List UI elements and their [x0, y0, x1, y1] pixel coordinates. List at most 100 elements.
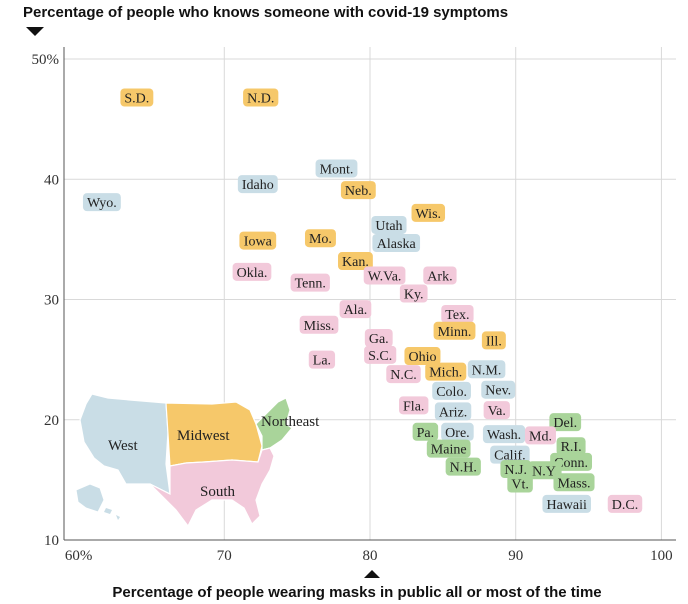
state-point-marker: [243, 88, 279, 107]
state-point-marker: [299, 315, 339, 334]
state-point: Mich.: [425, 362, 467, 381]
state-point-label: N.H.: [450, 461, 477, 476]
state-point-marker: [549, 413, 582, 432]
legend-region-west: West: [108, 438, 138, 454]
state-point-marker: [423, 266, 457, 285]
state-point: Mo.: [304, 229, 336, 248]
state-point: Neb.: [340, 181, 376, 200]
state-point-label: Ariz.: [439, 405, 467, 420]
state-point-label: D.C.: [612, 498, 638, 513]
state-point: N.Y.: [528, 461, 562, 480]
state-point-label: Ky.: [404, 288, 424, 303]
state-point-marker: [339, 300, 372, 319]
state-point: Calif.: [490, 445, 530, 464]
state-point-label: Calif.: [494, 449, 526, 464]
state-point: D.C.: [607, 494, 643, 513]
state-point-marker: [542, 494, 591, 513]
state-point: Md.: [525, 426, 556, 445]
state-point-marker: [507, 474, 533, 493]
state-point: Wash.: [482, 425, 526, 444]
state-point-marker: [82, 193, 121, 212]
state-point: R.I.: [556, 437, 586, 456]
state-point-marker: [607, 494, 643, 513]
state-point-marker: [500, 460, 531, 479]
state-point-marker: [467, 360, 506, 379]
y-tick-label: 30: [44, 293, 59, 309]
state-point-marker: [338, 252, 373, 271]
state-point: N.M.: [467, 360, 506, 379]
state-point-marker: [490, 445, 530, 464]
state-point: Miss.: [299, 315, 339, 334]
state-point-label: Ore.: [445, 426, 470, 441]
state-point-marker: [239, 231, 277, 250]
state-point-marker: [525, 426, 556, 445]
state-points: S.D. N.D. Mont. Idaho Neb. Wyo. Wis. Utah Iowa Mo…: [82, 88, 643, 513]
state-point-label: Va.: [488, 404, 506, 419]
region-map-legend: West Midwest Northeast South: [75, 393, 320, 528]
state-point-marker: [425, 362, 467, 381]
state-point-label: Idaho: [242, 178, 274, 193]
state-point: N.J.: [500, 460, 531, 479]
y-tick-label: 20: [44, 413, 59, 429]
chart-title: Percentage of people who knows someone w…: [23, 4, 508, 21]
state-point: La.: [308, 350, 336, 369]
state-point-marker: [308, 350, 336, 369]
state-point-label: Vt.: [511, 477, 529, 492]
state-point: Ala.: [339, 300, 372, 319]
state-point-label: Pa.: [417, 426, 435, 441]
state-point-marker: [315, 159, 358, 178]
state-point-label: Tex.: [445, 308, 469, 323]
state-point: Del.: [549, 413, 582, 432]
state-point-label: Conn.: [554, 456, 588, 471]
state-point-label: Hawaii: [546, 498, 587, 513]
state-point-label: Wis.: [416, 207, 442, 222]
state-point-label: Md.: [529, 429, 552, 444]
state-point: Ark.: [423, 266, 457, 285]
legend-region-midwest: Midwest: [177, 428, 230, 444]
south-region-shape: [149, 447, 275, 528]
state-point-marker: [432, 381, 471, 400]
state-point: Nev.: [481, 380, 516, 399]
state-point-marker: [371, 215, 407, 234]
state-point-marker: [445, 457, 481, 476]
y-axis-marker-icon: [26, 27, 44, 36]
state-point-marker: [364, 328, 393, 347]
state-point: Kan.: [338, 252, 373, 271]
y-tick-label: 50%: [32, 52, 60, 68]
state-point: Okla.: [232, 262, 272, 281]
state-point: Ariz.: [434, 402, 472, 421]
state-point-label: W.Va.: [368, 269, 402, 284]
state-point: Fla.: [399, 396, 429, 415]
state-point: Wis.: [411, 203, 446, 222]
state-point-label: N.M.: [472, 363, 502, 378]
state-point-label: Miss.: [304, 319, 335, 334]
state-point-label: Utah: [375, 219, 402, 234]
state-point-marker: [426, 439, 471, 458]
state-point-label: S.D.: [124, 92, 149, 107]
state-point-marker: [483, 401, 510, 420]
state-point: S.C.: [364, 345, 397, 364]
state-point-marker: [386, 365, 421, 384]
state-point-label: Nev.: [485, 384, 511, 399]
state-point: Hawaii: [542, 494, 591, 513]
state-point-label: Mo.: [309, 232, 332, 247]
state-point-label: Ohio: [408, 350, 436, 365]
state-point-label: Kan.: [342, 255, 369, 270]
west-region-shape: [79, 393, 171, 496]
state-point-label: Colo.: [436, 385, 467, 400]
state-point-marker: [364, 345, 397, 364]
state-point-marker: [411, 203, 446, 222]
state-point-label: Ga.: [369, 332, 389, 347]
x-tick-label: 90: [508, 548, 523, 564]
state-point-marker: [304, 229, 336, 248]
state-point-marker: [481, 380, 516, 399]
state-point: Mass.: [553, 473, 595, 492]
state-point-label: Okla.: [237, 266, 268, 281]
state-point: Maine: [426, 439, 471, 458]
axis-ticks: 60% 70 80 90 100 10 20 30 40 50%: [32, 52, 673, 564]
state-point: Ohio: [404, 347, 441, 366]
state-point-label: Alaska: [377, 237, 417, 252]
state-point-marker: [399, 284, 428, 303]
state-point: Ky.: [399, 284, 428, 303]
hawaii-shape: [104, 508, 120, 520]
